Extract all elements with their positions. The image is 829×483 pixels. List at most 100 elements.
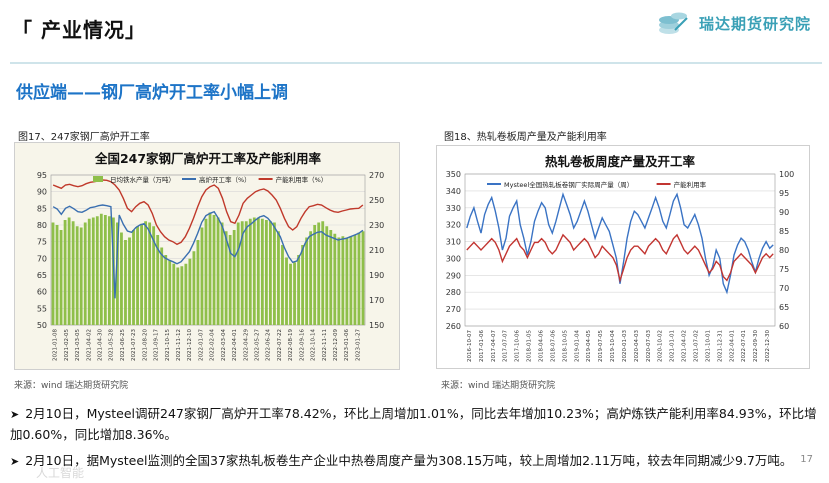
y-tick-right: 95 [779,189,789,198]
bar [188,258,192,325]
bar [79,227,83,325]
x-tick: 2022-09-30 [753,330,759,362]
bar [220,222,224,325]
series-line [52,179,364,246]
bar [87,218,91,325]
x-tick: 2022-06-24 [266,329,272,361]
bar [333,233,337,325]
x-tick: 2018-07-06 [550,330,556,362]
bar [361,231,365,325]
x-tick: 2017-10-06 [515,330,521,362]
x-tick: 2017-07-07 [503,330,509,362]
bar [309,231,313,325]
x-tick: 2019-07-05 [598,330,604,362]
chart-blast-furnace: 全国247家钢厂高炉开工率及产能利用率 95 90 85 80 75 70 65 60 55 50 2… [14,142,400,370]
chart-title: 全国247家钢厂高炉开工率及产能利用率 [94,151,322,166]
y-tick-right: 70 [779,284,789,293]
x-tick: 2021-05-28 [109,329,115,361]
bar [212,215,216,325]
bar [132,230,135,325]
bar [208,212,212,325]
bar [268,221,272,325]
x-tick: 2016-10-07 [467,330,473,362]
figure-17-source: 来源：wind 瑞达期货研究院 [14,381,129,391]
y-tick-left: 260 [446,322,461,331]
bar [75,226,79,325]
arrow-bullet-icon: ➤ [10,408,20,421]
x-tick: 2022-05-27 [254,329,260,361]
chart1-svg: 全国247家钢厂高炉开工率及产能利用率 95 90 85 80 75 70 65 60 55 50 2… [37,151,384,361]
brand-logo: 瑞达期货研究院 [655,8,811,38]
x-tick: 2019-04-05 [586,330,592,362]
y-tick-left: 280 [446,288,461,297]
bar [256,217,260,325]
bar [337,237,341,325]
bar [349,236,353,325]
x-tick: 2021-10-01 [705,330,711,362]
y-tick-right: 100 [779,170,794,179]
figure-17-caption: 图17、247家钢厂高炉开工率 [18,132,150,143]
x-tick: 2020-04-03 [634,330,640,362]
legend-label: 日均铁水产量（万吨） [110,175,175,184]
bar [297,255,300,325]
x-tick: 2022-04-01 [729,330,735,362]
y-tick-left: 50 [37,321,47,330]
bar [176,267,180,325]
y-tick-right: 270 [369,171,384,180]
y-tick-left: 80 [37,221,47,230]
series-line [52,204,364,299]
chart2-svg: 热轧卷板周度产量及开工率 350 340 330 320 310 300 290 280 270 2… [446,154,795,362]
bar [156,235,160,325]
bar [317,222,321,325]
x-tick: 2022-03-04 [221,329,227,361]
bar [200,227,204,325]
bar [152,226,156,325]
bar [357,232,361,325]
figure-18-source: 来源：wind 瑞达期货研究院 [441,381,556,391]
bar [273,222,276,325]
x-tick: 2020-10-02 [658,330,664,362]
x-tick: 2021-02-05 [64,329,70,361]
legend-label: 产能利用率（%） [276,175,328,184]
bar [172,263,176,325]
y-tick-left: 310 [446,238,461,247]
y-tick-left: 60 [37,288,47,297]
x-tick: 2022-01-07 [198,329,204,361]
x-tick: 2021-01-08 [53,329,59,361]
bar [180,266,184,325]
x-tick: 2018-01-05 [527,330,533,362]
plot-frame [50,174,366,326]
bar [83,222,87,325]
y-tick-right: 150 [369,321,384,330]
y-tick-left: 290 [446,271,461,280]
bullet-1: ➤ 2月10日，Mysteel调研247家钢厂高炉开工率78.42%，环比上周增加… [10,404,822,445]
x-tick: 2019-10-04 [610,330,616,362]
bar [204,218,208,325]
bar [148,222,152,325]
x-tick: 2021-04-02 [86,329,92,361]
x-tick: 2017-01-06 [479,330,485,362]
chart-hot-rolled: 热轧卷板周度产量及开工率 350 340 330 320 310 300 290 280 270 2… [436,145,810,369]
x-tick: 2022-08-19 [288,329,294,361]
y-tick-left: 320 [446,221,461,230]
bar [55,225,59,325]
bar [264,220,268,325]
bar [160,247,164,325]
legend-swatch [93,176,103,182]
watermark: 人工智能 [36,466,85,480]
bullet-1-text: 2月10日，Mysteel调研247家钢厂高炉开工率78.42%，环比上周增加1… [10,406,817,442]
y-tick-right: 60 [779,322,789,331]
bar [120,232,123,325]
y-tick-right: 210 [369,246,384,255]
x-tick: 2021-07-02 [694,330,700,362]
bar [136,226,139,325]
bar [168,260,172,325]
bar [164,255,168,325]
x-tick: 2022-04-01 [232,329,238,361]
bar [345,237,349,325]
arrow-bullet-icon: ➤ [10,455,20,468]
x-tick: 2022-12-09 [333,329,339,361]
bar [236,222,240,325]
bar [228,235,232,325]
y-tick-right: 90 [779,208,789,217]
